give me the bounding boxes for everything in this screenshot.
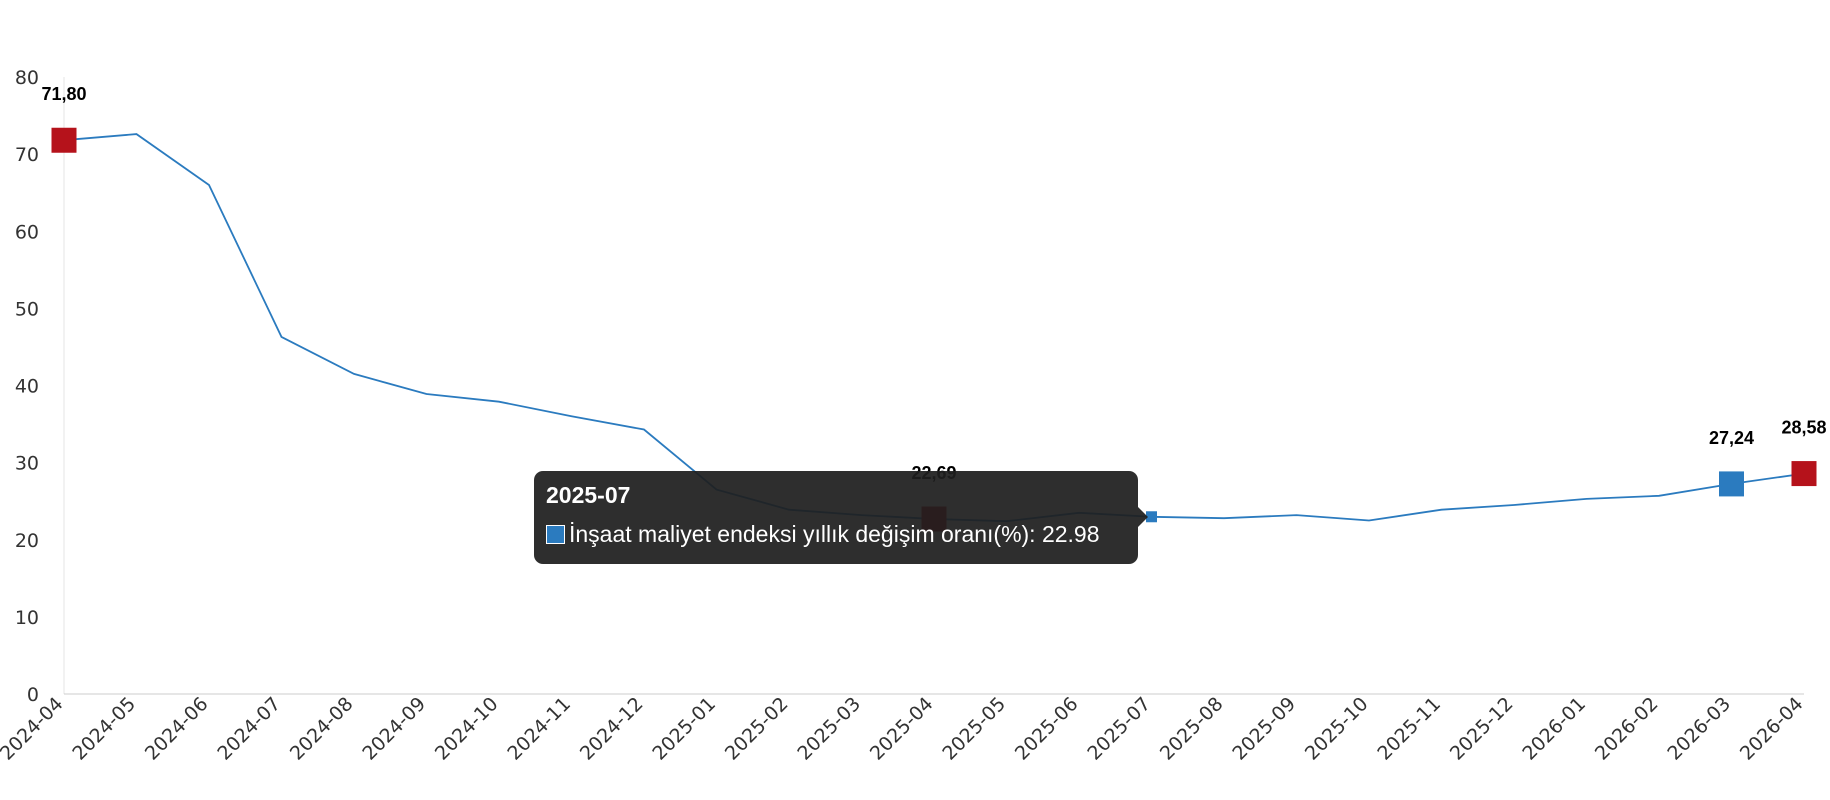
x-tick-label: 2026-04: [1736, 693, 1808, 765]
x-tick-label: 2025-01: [648, 693, 720, 765]
tooltip-series-swatch: [546, 525, 565, 544]
data-point[interactable]: [1221, 515, 1227, 521]
x-tick-label: 2025-04: [866, 693, 938, 765]
x-tick-label: 2025-11: [1373, 693, 1445, 765]
tooltip-series-label: İnşaat maliyet endeksi yıllık değişim or…: [569, 521, 1100, 547]
x-tick-label: 2025-09: [1228, 693, 1300, 765]
data-point[interactable]: [1656, 493, 1662, 499]
data-point[interactable]: [351, 371, 357, 377]
point-marker[interactable]: [1719, 471, 1744, 497]
x-tick-label: 2025-07: [1083, 693, 1155, 765]
x-tick-label: 2024-05: [68, 693, 140, 765]
data-point[interactable]: [279, 334, 285, 340]
point-marker[interactable]: [1791, 461, 1817, 487]
x-axis-ticks: 2024-04 2024-05 2024-06 2024-07 2024-08 2024-…: [0, 693, 1808, 765]
data-point[interactable]: [424, 391, 430, 397]
x-tick-label: 2026-01: [1518, 693, 1590, 765]
data-label: 28,58: [1781, 418, 1826, 438]
tooltip: 2025-07 İnşaat maliyet endeksi yıllık de…: [534, 471, 1148, 564]
tooltip-row: İnşaat maliyet endeksi yıllık değişim or…: [546, 521, 1126, 548]
x-tick-label: 2025-02: [721, 693, 793, 765]
y-tick-label: 0: [27, 684, 39, 706]
y-tick-label: 40: [15, 376, 39, 398]
y-axis-ticks: 0 10 20 30 40 50 60 70 80: [15, 67, 39, 706]
data-label: 27,24: [1709, 428, 1754, 448]
x-tick-label: 2026-03: [1663, 693, 1735, 765]
y-tick-label: 80: [15, 67, 39, 89]
tooltip-arrow: [1138, 507, 1148, 527]
y-tick-label: 50: [15, 298, 39, 320]
x-tick-label: 2024-08: [286, 693, 358, 765]
x-tick-label: 2026-02: [1591, 693, 1663, 765]
data-label: 71,80: [41, 84, 86, 104]
y-tick-label: 10: [15, 607, 39, 629]
data-point[interactable]: [569, 413, 575, 419]
y-tick-label: 20: [15, 530, 39, 552]
data-point[interactable]: [206, 182, 212, 188]
y-tick-label: 30: [15, 453, 39, 475]
x-tick-label: 2025-06: [1011, 693, 1083, 765]
data-point[interactable]: [134, 131, 140, 137]
x-tick-label: 2025-08: [1156, 693, 1228, 765]
x-tick-label: 2025-10: [1301, 693, 1373, 765]
data-point[interactable]: [1511, 502, 1517, 508]
y-tick-label: 70: [15, 144, 39, 166]
x-tick-label: 2024-09: [358, 693, 430, 765]
x-tick-label: 2025-12: [1446, 693, 1518, 765]
x-tick-label: 2024-11: [503, 693, 575, 765]
x-tick-label: 2024-06: [141, 693, 213, 765]
data-point[interactable]: [1366, 517, 1372, 523]
x-tick-label: 2025-05: [938, 693, 1010, 765]
data-point[interactable]: [1584, 496, 1590, 502]
tooltip-title: 2025-07: [546, 482, 631, 508]
y-tick-label: 60: [15, 221, 39, 243]
data-point[interactable]: [1294, 512, 1300, 518]
x-tick-label: 2024-10: [431, 693, 503, 765]
x-tick-label: 2024-12: [576, 693, 648, 765]
data-point[interactable]: [1439, 507, 1445, 513]
point-marker[interactable]: [51, 127, 77, 153]
hover-point-marker[interactable]: [1146, 511, 1157, 523]
x-tick-label: 2024-07: [213, 693, 285, 765]
data-point[interactable]: [496, 399, 502, 405]
x-tick-label: 2025-03: [793, 693, 865, 765]
data-point[interactable]: [641, 426, 647, 432]
